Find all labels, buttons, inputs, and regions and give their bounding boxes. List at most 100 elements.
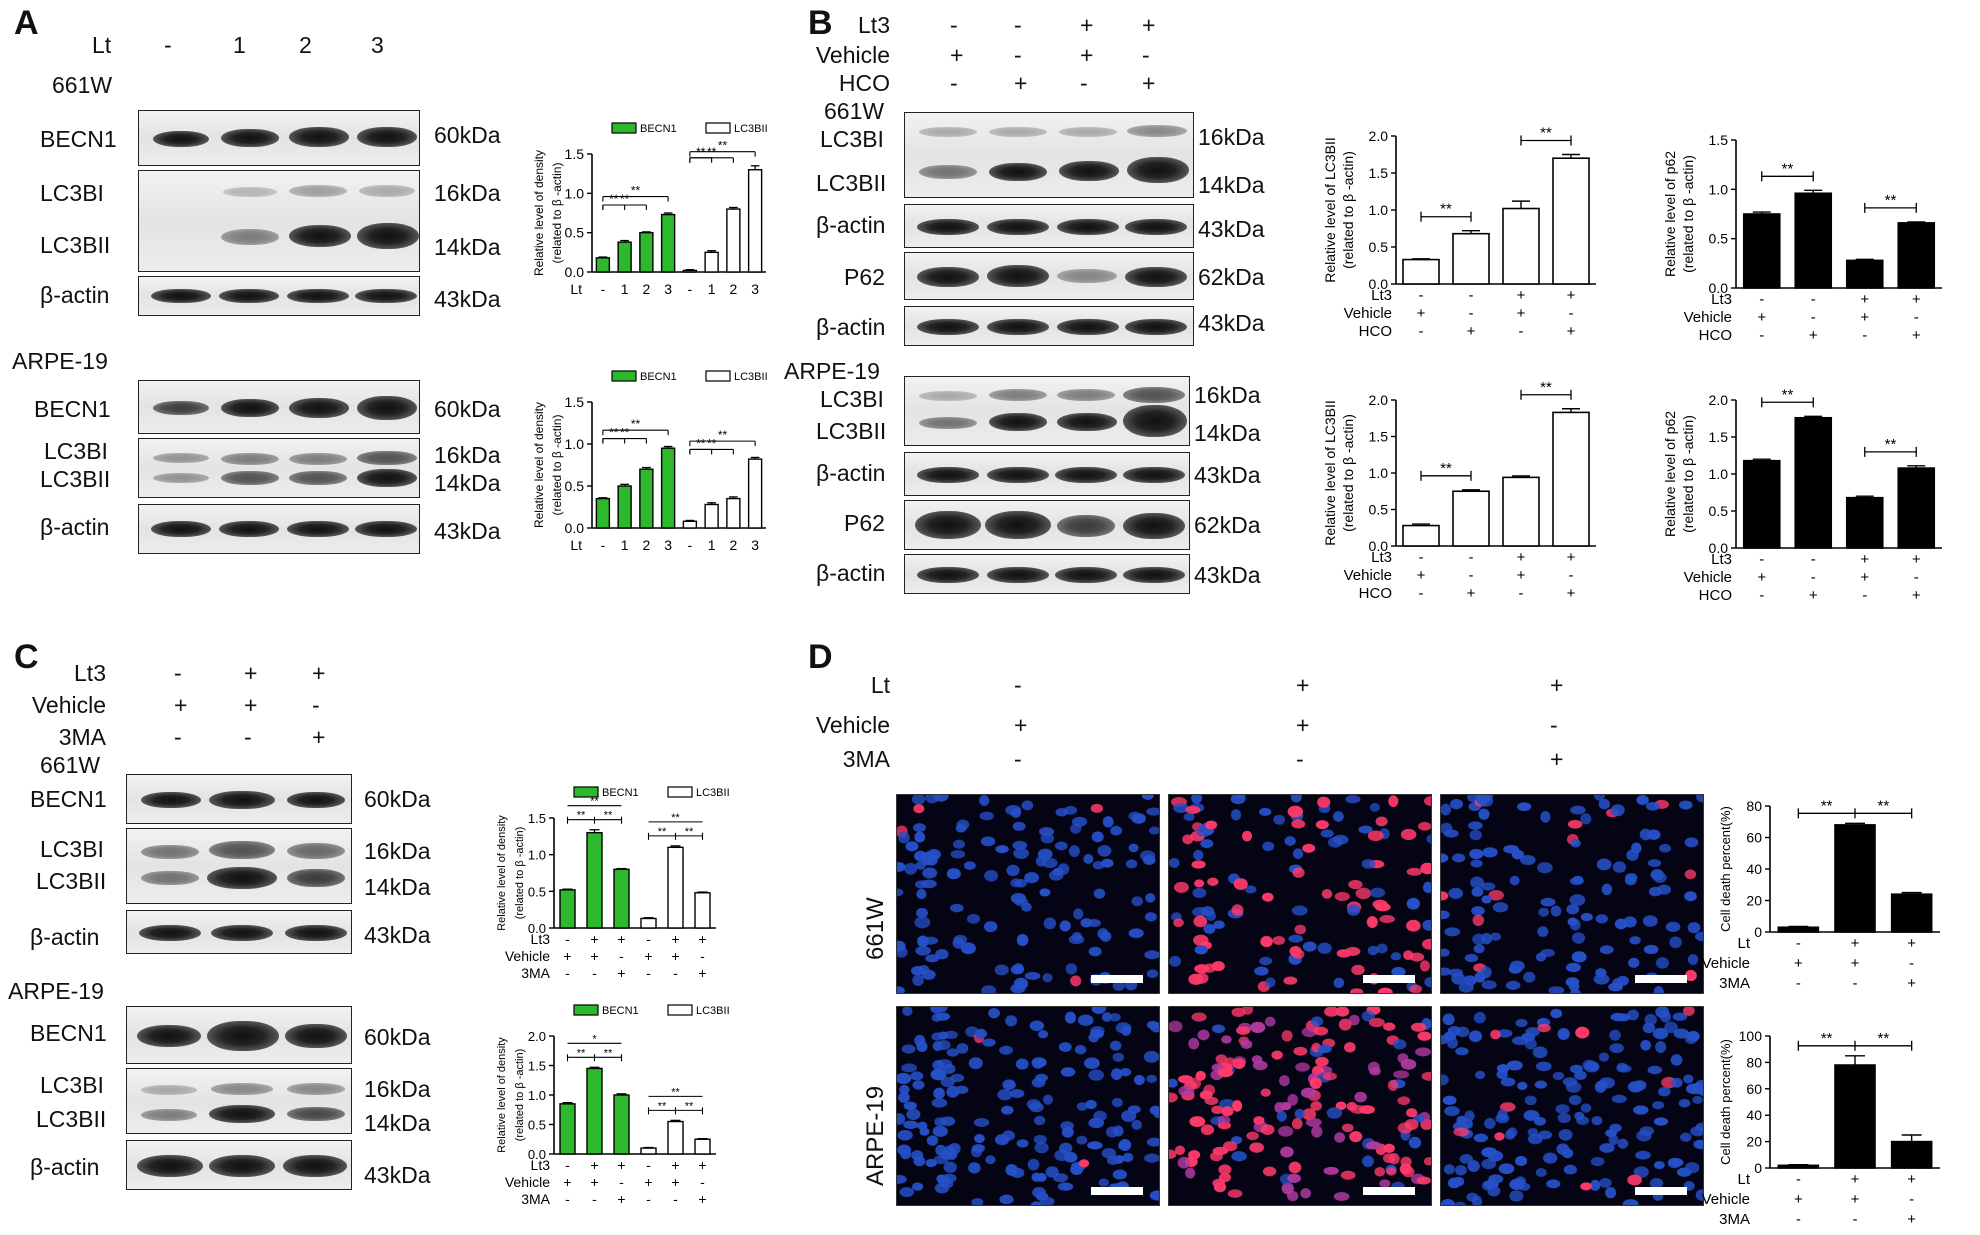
sig-stars: ** [1877, 797, 1889, 814]
bar [747, 169, 763, 273]
kda-label: 14kDa [364, 874, 431, 900]
blot-strip [904, 500, 1190, 550]
kda-label: 43kDa [364, 1162, 431, 1188]
x-row-sign: - [1811, 551, 1816, 568]
x-row-sign: - [592, 965, 597, 981]
x-row-label: 3MA [521, 1191, 550, 1207]
legend-label: LC3BII [696, 787, 730, 799]
x-tick-label: 3 [664, 537, 672, 553]
y-axis-label: (related to β -actin) [514, 827, 526, 920]
blot-strip [138, 504, 420, 554]
x-row-label: HCO [1699, 587, 1732, 604]
y-tick-label: 1.5 [565, 394, 585, 410]
blot-strip [126, 828, 352, 904]
legend-label: BECN1 [602, 787, 639, 799]
treatment-label: 3MA [842, 746, 890, 772]
y-tick-label: 0.5 [1709, 231, 1729, 247]
sig-stars: ** [577, 810, 586, 822]
y-axis-label: Relative level of density [496, 1037, 508, 1153]
x-row-label: Vehicle [1684, 569, 1732, 586]
x-row-sign: - [565, 931, 570, 947]
x-row-sign: + [698, 965, 706, 981]
x-row-sign: - [1569, 305, 1574, 322]
lt-label: Lt [92, 32, 112, 58]
blot-row-label: LC3BII [40, 466, 111, 492]
kda-label: 62kDa [1194, 512, 1261, 538]
cell-line-label: 661W [824, 98, 885, 124]
sig-stars: ** [577, 1047, 586, 1059]
sig-stars: ** [1821, 797, 1833, 814]
x-tick-label: 2 [642, 281, 650, 297]
x-tick-label: 1 [621, 281, 629, 297]
bar [682, 520, 698, 529]
treatment-sign: - [1014, 42, 1022, 68]
treatment-sign: + [174, 692, 188, 718]
bar [1777, 926, 1820, 933]
sig-stars: ** [631, 184, 641, 198]
treatment-sign: - [1296, 746, 1304, 772]
legend-swatch [611, 370, 637, 382]
x-row-label: 3MA [1719, 975, 1750, 992]
x-row-sign: + [671, 948, 679, 964]
x-row-sign: - [1811, 309, 1816, 326]
x-row-label: Vehicle [1684, 309, 1732, 326]
microscopy-image [896, 1006, 1160, 1206]
chart: 0.0 0.5 1.0 1.5 2.0 Relative level of LC3BII(… [1322, 379, 1596, 602]
blot-row-label: BECN1 [40, 126, 117, 152]
blot-strip [904, 306, 1194, 346]
y-axis-label: Relative level of density [532, 150, 546, 276]
y-tick-label: 0.5 [565, 478, 585, 494]
y-tick-label: 20 [1746, 1134, 1762, 1150]
treatment-sign: - [1014, 746, 1022, 772]
treatment-label: Lt [870, 672, 890, 698]
legend-label: LC3BII [734, 371, 768, 383]
treatment-label: Vehicle [815, 712, 890, 738]
kda-label: 16kDa [364, 1076, 431, 1102]
bar [747, 458, 763, 529]
treatment-label: Lt3 [74, 660, 106, 686]
blot-strip [138, 438, 420, 498]
legend-swatch [705, 122, 731, 134]
blot-row-label: β-actin [816, 560, 886, 586]
bar [1502, 476, 1540, 547]
treatment-label: 3MA [58, 724, 106, 750]
x-row-sign: - [673, 965, 678, 981]
sig-stars: ** [1821, 1030, 1833, 1047]
sig-stars: ** [1885, 436, 1897, 453]
x-tick-label: 3 [664, 281, 672, 297]
treatment-sign: + [312, 724, 326, 750]
y-tick-label: 1.0 [1369, 202, 1389, 218]
x-tick-label: 2 [642, 537, 650, 553]
x-tick-label: - [688, 281, 693, 297]
x-row-label: Vehicle [1344, 305, 1392, 322]
x-row-sign: + [1851, 955, 1860, 972]
y-tick-label: 0.0 [565, 264, 585, 280]
treatment-sign: - [1014, 672, 1022, 698]
x-row-sign: - [1469, 305, 1474, 322]
y-tick-label: 80 [1746, 798, 1762, 814]
blot-row-label: LC3BI [820, 386, 884, 412]
x-row-label: Lt3 [1371, 549, 1392, 566]
x-row-sign: + [1907, 1211, 1916, 1228]
bar [694, 892, 711, 929]
x-row-sign: + [1907, 1171, 1916, 1188]
cell-line-label: 661W [40, 752, 101, 778]
kda-label: 16kDa [364, 838, 431, 864]
sig-stars: ** [609, 192, 619, 206]
x-row-sign: + [1860, 309, 1869, 326]
x-row-sign: + [1809, 587, 1818, 604]
x-row-sign: + [1517, 549, 1526, 566]
y-axis-label: Relative level of density [496, 815, 508, 931]
bar [660, 447, 676, 529]
x-row-sign: - [1469, 287, 1474, 304]
blot-strip [904, 376, 1190, 446]
blot-row-label: P62 [844, 264, 885, 290]
bar [667, 1120, 684, 1155]
chart: 0.0 0.5 1.0 1.5 Relative level of density (re… [532, 370, 768, 553]
bar [613, 868, 630, 929]
sig-stars: ** [696, 145, 706, 159]
bar [1777, 1164, 1820, 1169]
x-row-sign: + [1517, 287, 1526, 304]
bar [704, 503, 719, 529]
y-tick-label: 1.0 [1369, 465, 1389, 481]
